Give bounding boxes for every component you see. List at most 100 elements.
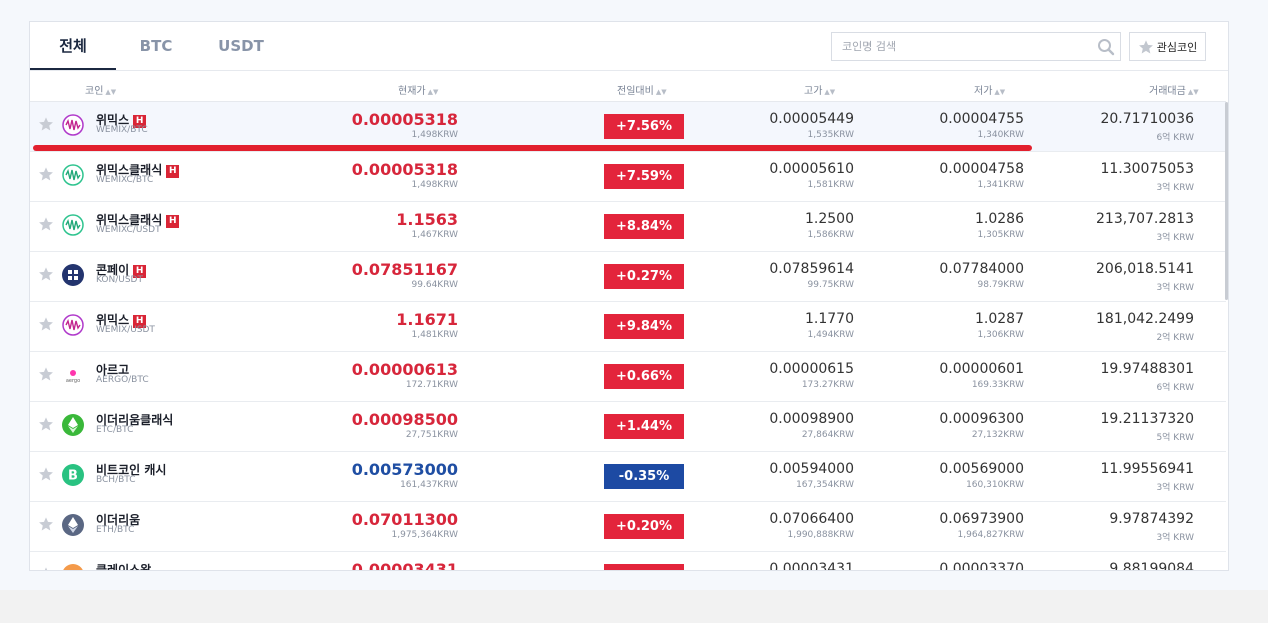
sort-icon: ▲▼	[824, 88, 836, 96]
favorite-coins-button[interactable]: 관심코인	[1129, 32, 1206, 61]
low-price-krw: 98.79KRW	[977, 280, 1024, 290]
sort-icon: ▲▼	[994, 88, 1006, 96]
tab-all[interactable]: 전체	[30, 22, 116, 70]
coin-name[interactable]: 아르고	[96, 363, 130, 377]
table-row[interactable]: 위믹스클래식 H WEMIXC/BTC 0.00005318 1,498KRW +7.59…	[30, 152, 1226, 202]
sort-icon: ▲▼	[105, 88, 117, 96]
wemix-classic-icon	[62, 164, 84, 186]
table-row[interactable]: 콘페이 H KON/USDT 0.07851167 99.64KRW +0.27% 0.07…	[30, 252, 1226, 302]
col-volume[interactable]: 거래대금 ▲▼	[1149, 86, 1199, 97]
trade-volume-krw: 3억 KRW	[1156, 533, 1194, 543]
favorite-star-icon[interactable]	[38, 316, 54, 332]
high-price-krw: 27,864KRW	[801, 430, 854, 440]
page: 전체 BTC USDT 관심코인 코인▲▼ 현재가▲▼ 전일대비▲▼ 고가▲▼ …	[29, 21, 1229, 571]
current-price-krw: 1,975,364KRW	[391, 530, 459, 540]
favorite-star-icon[interactable]	[38, 566, 54, 570]
high-price: 0.00005610	[769, 161, 854, 177]
trade-volume-krw: 2억 KRW	[1156, 333, 1194, 343]
change-badge: +8.84%	[604, 214, 684, 239]
low-price: 0.00004755	[939, 111, 1024, 127]
high-price: 0.00000615	[769, 361, 854, 377]
aergo-icon: aergo	[62, 364, 84, 386]
current-price-krw: 161,437KRW	[400, 480, 458, 490]
favorite-star-icon[interactable]	[38, 266, 54, 282]
coin-name[interactable]: 비트코인 캐시	[96, 463, 167, 477]
favorite-star-icon[interactable]	[38, 416, 54, 432]
low-price: 0.06973900	[939, 511, 1024, 527]
favorite-star-icon[interactable]	[38, 166, 54, 182]
high-price: 0.07859614	[769, 261, 854, 277]
table-row[interactable]: B 비트코인 캐시 BCH/BTC 0.00573000 161,437KRW -0.35…	[30, 452, 1226, 502]
favorite-star-icon[interactable]	[38, 366, 54, 382]
col-low[interactable]: 저가 ▲▼	[974, 86, 1006, 97]
low-price: 1.0286	[975, 211, 1024, 227]
coin-name[interactable]: 위믹스클래식 H	[96, 211, 180, 228]
high-price-krw: 1,586KRW	[807, 230, 854, 240]
search-box	[831, 32, 1121, 61]
low-price-krw: 169.33KRW	[971, 380, 1024, 390]
favorite-star-icon[interactable]	[38, 516, 54, 532]
favorite-star-icon[interactable]	[38, 116, 54, 132]
coin-name[interactable]: 위믹스 H	[96, 311, 147, 328]
low-price: 0.00003370	[939, 561, 1024, 571]
highlight-underline	[33, 145, 1032, 151]
table-row[interactable]: aergo 아르고 AERGO/BTC 0.00000613 172.71KRW +0.6…	[30, 352, 1226, 402]
current-price-krw: 172.71KRW	[405, 380, 458, 390]
table-row[interactable]: 위믹스클래식 H WEMIXC/USDT 1.1563 1,467KRW +8.84% 1.…	[30, 202, 1226, 252]
favorite-star-icon[interactable]	[38, 466, 54, 482]
trade-volume: 181,042.2499	[1096, 311, 1194, 327]
high-price-krw: 1,581KRW	[807, 180, 854, 190]
search-input[interactable]	[832, 33, 1082, 60]
coin-name[interactable]: 클레이스왑	[96, 563, 152, 571]
svg-text:B: B	[68, 469, 78, 484]
trade-volume: 20.71710036	[1100, 111, 1194, 127]
current-price-krw: 1,467KRW	[411, 230, 458, 240]
table-row[interactable]: 위믹스 H WEMIX/USDT 1.1671 1,481KRW +9.84% 1.1770…	[30, 302, 1226, 352]
change-badge	[604, 564, 684, 570]
coin-pair: BCH/BTC	[96, 475, 136, 485]
coin-name[interactable]: 위믹스클래식 H	[96, 161, 180, 178]
coin-pair: WEMIX/USDT	[96, 325, 155, 335]
col-coin[interactable]: 코인 ▲▼	[85, 86, 117, 97]
low-price-krw: 1,306KRW	[977, 330, 1024, 340]
trade-volume-krw: 5억 KRW	[1156, 433, 1194, 443]
high-price-krw: 1,535KRW	[807, 130, 854, 140]
low-price-krw: 1,341KRW	[977, 180, 1024, 190]
high-price-krw: 167,354KRW	[796, 480, 854, 490]
coin-pair: ETH/BTC	[96, 525, 135, 535]
table-row[interactable]: 클레이스왑 0.00003431 0.00003431 0.00003370 9.881…	[30, 552, 1226, 571]
coin-pair: AERGO/BTC	[96, 375, 149, 385]
tab-usdt[interactable]: USDT	[218, 37, 264, 55]
hot-badge: H	[166, 165, 180, 178]
high-price: 1.2500	[805, 211, 854, 227]
current-price: 0.00573000	[351, 460, 458, 479]
tab-btc[interactable]: BTC	[139, 37, 173, 55]
trade-volume: 213,707.2813	[1096, 211, 1194, 227]
sort-icon: ▲▼	[655, 88, 667, 96]
table-header: 코인 ▲▼ 현재가 ▲▼ 전일대비 ▲▼ 고가 ▲▼ 저가 ▲▼ 거래대금 ▲▼	[30, 78, 1226, 102]
coin-name[interactable]: 위믹스 H	[96, 111, 147, 128]
low-price: 0.00000601	[939, 361, 1024, 377]
change-badge: +9.84%	[604, 314, 684, 339]
favorite-star-icon[interactable]	[38, 216, 54, 232]
low-price-krw: 27,132KRW	[971, 430, 1024, 440]
col-price[interactable]: 현재가 ▲▼	[398, 86, 439, 97]
table-row[interactable]: 이더리움 ETH/BTC 0.07011300 1,975,364KRW +0.20% 0…	[30, 502, 1226, 552]
ethereum-icon	[62, 514, 84, 536]
sort-icon: ▲▼	[427, 88, 439, 96]
col-high[interactable]: 고가 ▲▼	[804, 86, 836, 97]
high-price: 0.00594000	[769, 461, 854, 477]
search-icon[interactable]	[1097, 38, 1115, 56]
coin-name[interactable]: 이더리움클래식	[96, 413, 174, 427]
table-row[interactable]: 위믹스 H WEMIX/BTC 0.00005318 1,498KRW +7.56% 0.0…	[30, 102, 1226, 152]
coin-name[interactable]: 이더리움	[96, 513, 141, 527]
high-price-krw: 1,494KRW	[807, 330, 854, 340]
scrollbar[interactable]	[1225, 102, 1228, 300]
current-price: 0.07851167	[351, 260, 458, 279]
coin-name[interactable]: 콘페이 H	[96, 261, 147, 278]
market-tabs: 전체 BTC USDT	[30, 22, 286, 70]
table-row[interactable]: 이더리움클래식 ETC/BTC 0.00098500 27,751KRW +1.44% 0…	[30, 402, 1226, 452]
high-price-krw: 1,990,888KRW	[787, 530, 855, 540]
change-badge: +0.20%	[604, 514, 684, 539]
col-change[interactable]: 전일대비 ▲▼	[617, 86, 667, 97]
